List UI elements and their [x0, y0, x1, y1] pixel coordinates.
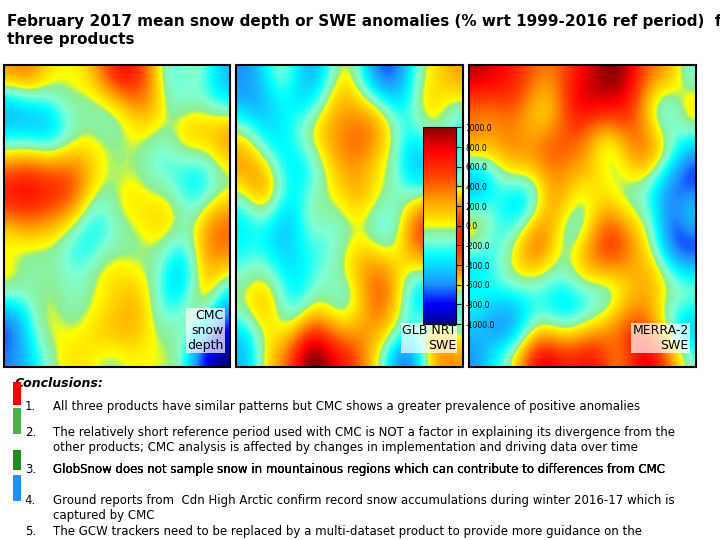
Text: 4.: 4. [24, 494, 36, 507]
FancyBboxPatch shape [13, 408, 22, 434]
Text: February 2017 mean snow depth or SWE anomalies (% wrt 1999-2016 ref period)  for: February 2017 mean snow depth or SWE ano… [7, 14, 720, 46]
FancyBboxPatch shape [13, 382, 22, 405]
Text: GlobSnow does not sample snow in mountainous regions which can contribute to dif: GlobSnow does not sample snow in mountai… [53, 463, 665, 476]
Text: Conclusions:: Conclusions: [14, 377, 103, 390]
Text: 2.: 2. [24, 426, 36, 439]
Text: GlobSnow does not sample snow in mountainous regions which can contribute to dif: GlobSnow does not sample snow in mountai… [53, 463, 665, 476]
Text: 5.: 5. [24, 525, 36, 538]
Text: 3.: 3. [24, 463, 36, 476]
FancyBboxPatch shape [13, 450, 22, 470]
Text: Ground reports from  Cdn High Arctic confirm record snow accumulations during wi: Ground reports from Cdn High Arctic conf… [53, 494, 675, 522]
FancyBboxPatch shape [13, 475, 22, 501]
Text: CMC
snow
depth: CMC snow depth [187, 309, 224, 352]
Text: The GCW trackers need to be replaced by a multi-dataset product to provide more : The GCW trackers need to be replaced by … [53, 525, 642, 540]
Text: MERRA-2
SWE: MERRA-2 SWE [632, 324, 689, 352]
Text: GlobSnow does not sample snow in mountainous regions which can contribute to dif: GlobSnow does not sample snow in mountai… [53, 463, 665, 476]
Text: All three products have similar patterns but CMC shows a greater prevalence of p: All three products have similar patterns… [53, 400, 640, 413]
Text: 1.: 1. [24, 400, 36, 413]
Text: GLB NRT
SWE: GLB NRT SWE [402, 324, 456, 352]
Text: The relatively short reference period used with CMC is NOT a factor in explainin: The relatively short reference period us… [53, 426, 675, 454]
